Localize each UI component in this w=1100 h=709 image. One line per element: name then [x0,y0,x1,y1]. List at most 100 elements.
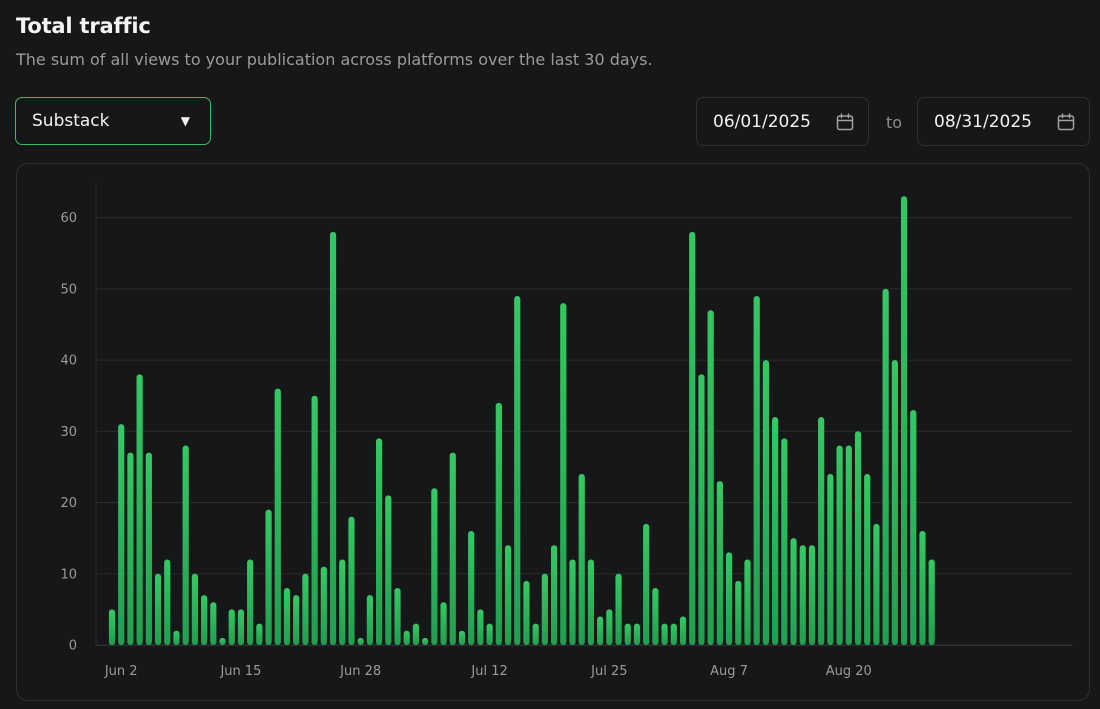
traffic-bar[interactable] [900,196,908,645]
traffic-bar[interactable] [403,630,410,645]
traffic-bar[interactable] [486,623,493,645]
traffic-bar[interactable] [670,623,677,645]
traffic-bar[interactable] [550,545,558,645]
traffic-bar[interactable] [394,588,401,645]
traffic-bar[interactable] [716,481,723,645]
traffic-bar[interactable] [219,637,226,645]
traffic-bar[interactable] [265,509,272,645]
platform-dropdown-value: Substack [32,111,110,131]
traffic-bar[interactable] [725,552,733,645]
platform-dropdown[interactable]: Substack ▼ [15,97,211,145]
traffic-bar[interactable] [827,474,834,645]
traffic-bar[interactable] [329,231,337,645]
traffic-bar[interactable] [339,559,346,645]
traffic-bar[interactable] [799,545,806,645]
traffic-bar[interactable] [624,623,631,645]
traffic-bar[interactable] [735,580,742,645]
traffic-bar[interactable] [201,595,208,645]
traffic-bar[interactable] [578,474,585,645]
traffic-bar[interactable] [569,559,576,645]
traffic-bar[interactable] [145,452,152,645]
traffic-bar[interactable] [873,523,880,645]
calendar-icon[interactable] [836,112,854,131]
traffic-bar[interactable] [633,623,641,645]
traffic-bar[interactable] [468,531,475,645]
traffic-bar[interactable] [514,295,521,645]
traffic-bar[interactable] [247,559,254,645]
traffic-bar[interactable] [744,559,751,645]
calendar-icon[interactable] [1057,112,1075,131]
traffic-bar[interactable] [845,445,852,645]
traffic-bar[interactable] [882,288,889,645]
y-tick-label: 40 [60,354,77,369]
traffic-bar[interactable] [753,295,760,645]
traffic-chart-card: 0 10 20 30 40 50 60 Jun 2 Jun 15 Jun 28 Jul 12 Jul … [16,163,1090,701]
traffic-bar[interactable] [154,573,162,645]
traffic-bar[interactable] [375,438,383,645]
traffic-bar[interactable] [164,559,171,645]
traffic-bar[interactable] [127,452,134,645]
traffic-bar[interactable] [293,595,300,645]
traffic-bar[interactable] [118,424,125,645]
traffic-bar[interactable] [108,609,116,645]
traffic-bar[interactable] [422,637,429,645]
traffic-bar[interactable] [661,623,668,645]
end-date-input[interactable]: 08/31/2025 [917,97,1090,146]
traffic-bar[interactable] [790,538,797,645]
traffic-bar[interactable] [449,452,456,645]
traffic-bar[interactable] [191,573,198,645]
traffic-bar[interactable] [348,516,355,645]
traffic-bar[interactable] [818,417,825,645]
traffic-bar[interactable] [504,545,512,645]
x-tick-label: Jul 12 [470,664,507,679]
traffic-bar[interactable] [228,609,235,645]
start-date-input[interactable]: 06/01/2025 [696,97,869,146]
traffic-bar[interactable] [320,566,327,645]
traffic-bar[interactable] [772,417,779,645]
traffic-bar[interactable] [532,623,539,645]
traffic-bar[interactable] [808,545,816,645]
date-range-separator: to [886,113,903,132]
traffic-bar[interactable] [698,374,705,645]
traffic-bar[interactable] [615,573,622,645]
traffic-bar[interactable] [891,360,898,645]
traffic-bar[interactable] [928,559,935,645]
traffic-bar[interactable] [523,580,530,645]
traffic-bar[interactable] [210,602,217,645]
traffic-bar[interactable] [283,588,291,645]
traffic-bar[interactable] [781,438,788,645]
traffic-bar[interactable] [560,303,567,645]
traffic-bar[interactable] [136,374,143,645]
traffic-bar[interactable] [836,445,843,645]
traffic-bar[interactable] [597,616,604,645]
traffic-bar[interactable] [237,609,245,645]
traffic-bar[interactable] [274,388,281,645]
traffic-bar[interactable] [495,402,502,645]
traffic-bar[interactable] [707,310,714,645]
traffic-bar[interactable] [412,623,420,645]
traffic-bar[interactable] [311,395,318,645]
traffic-bar[interactable] [256,623,263,645]
traffic-bar[interactable] [643,523,650,645]
traffic-bar[interactable] [587,559,595,645]
traffic-bar[interactable] [910,409,917,645]
traffic-bar[interactable] [173,630,180,645]
traffic-bar[interactable] [458,630,466,645]
traffic-bar[interactable] [440,602,447,645]
traffic-bar[interactable] [864,474,871,645]
traffic-bar[interactable] [302,573,309,645]
traffic-bar[interactable] [606,609,613,645]
traffic-bar[interactable] [431,488,438,645]
traffic-bar[interactable] [477,609,484,645]
traffic-bar[interactable] [357,637,364,645]
traffic-bar[interactable] [366,595,373,645]
traffic-bar[interactable] [182,445,189,645]
traffic-bar[interactable] [679,616,687,645]
traffic-bar[interactable] [919,531,926,645]
traffic-bar[interactable] [854,431,862,645]
traffic-bar[interactable] [385,495,392,645]
traffic-bar[interactable] [541,573,548,645]
traffic-bar[interactable] [652,588,659,645]
traffic-bar[interactable] [689,231,696,645]
traffic-bar[interactable] [762,360,770,645]
